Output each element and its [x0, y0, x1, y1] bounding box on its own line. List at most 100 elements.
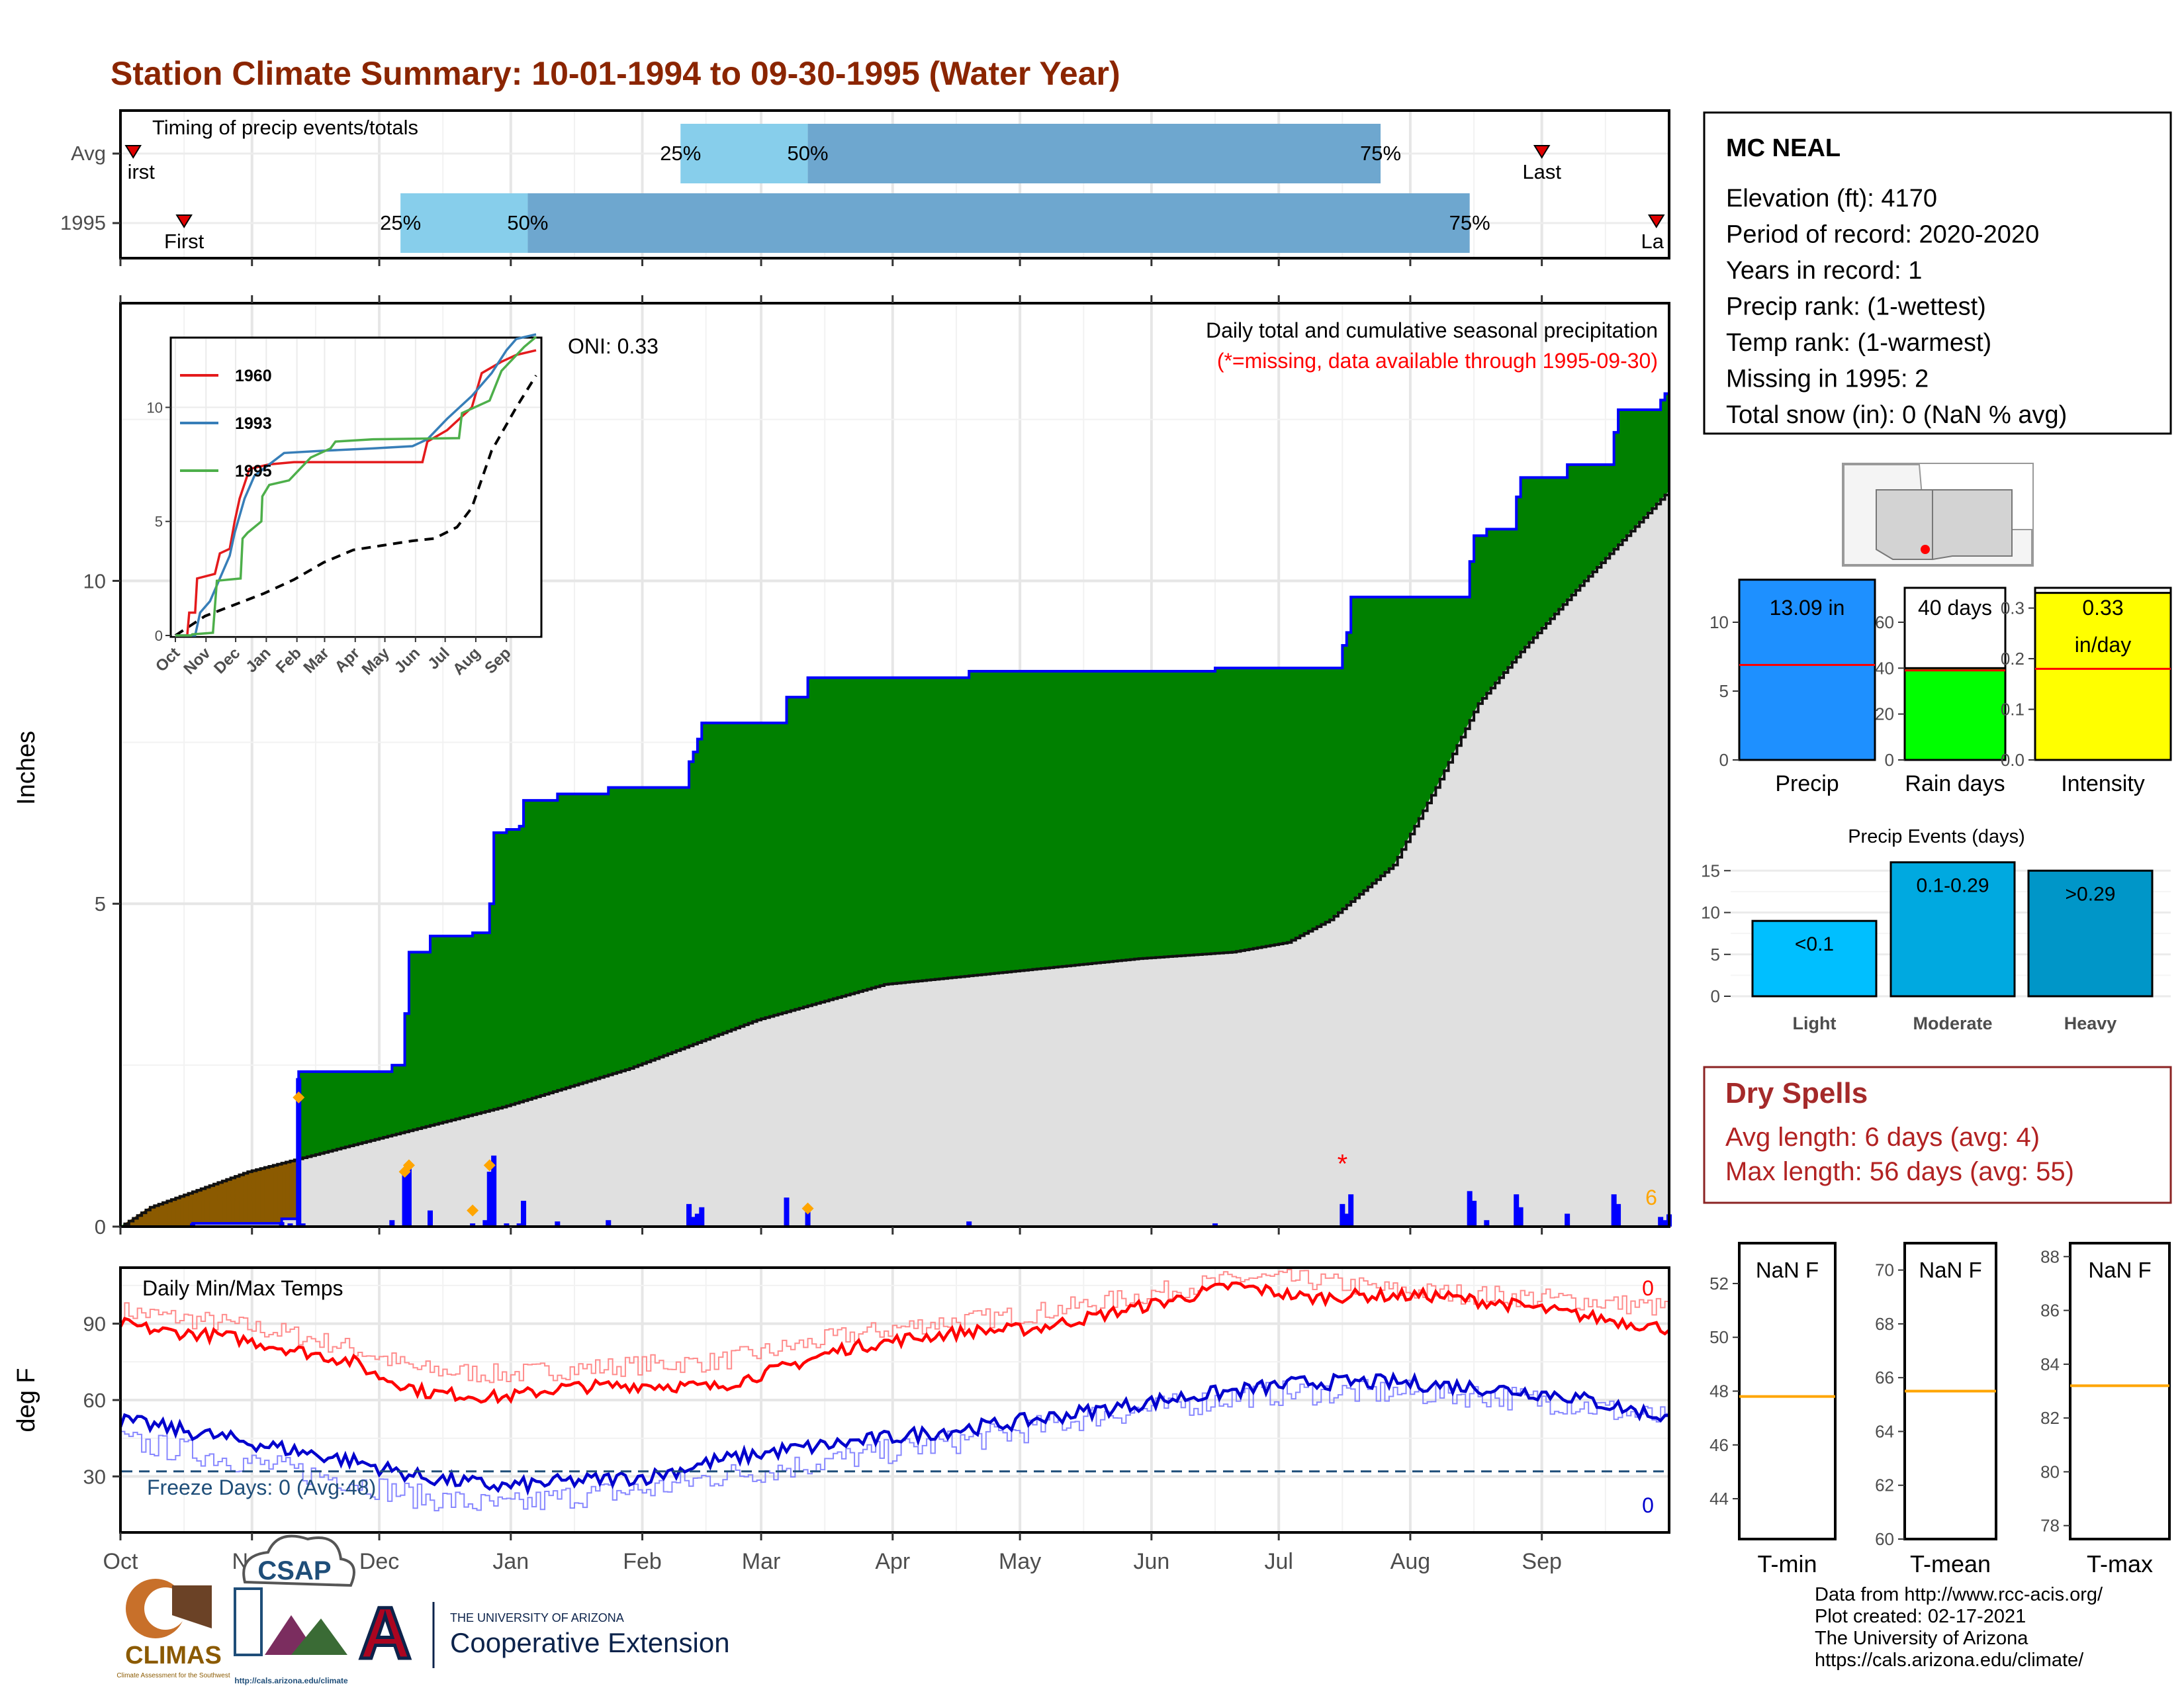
max-temp-line [118, 1281, 1670, 1405]
footer: CLIMAS Climate Assessment for the Southw… [116, 1534, 2103, 1685]
temp-panel: Daily Min/Max Temps 0 0 Freeze Days: 0 (… [13, 1266, 1670, 1574]
climas-logo: CLIMAS Climate Assessment for the Southw… [116, 1579, 230, 1679]
timing-p75-label: 75% [1449, 211, 1490, 234]
station-info-line: Years in record: 1 [1726, 257, 1922, 285]
daily-precip-bar [686, 1203, 692, 1227]
temp-box-y-tick-label: 62 [1875, 1476, 1894, 1495]
missing-data-marker: * [1338, 1149, 1348, 1178]
precip-y-tick-label: 5 [95, 892, 106, 915]
precip-events-title: Precip Events (days) [1848, 826, 2025, 847]
temp-box-y-tick-label: 68 [1875, 1314, 1894, 1334]
dry-spells-avg: Avg length: 6 days (avg: 4) [1725, 1123, 2040, 1152]
temp-box-y-tick-label: 86 [2040, 1301, 2060, 1321]
precip-y-tick-label: 0 [95, 1215, 106, 1239]
temp-box-y-tick-label: 60 [1875, 1529, 1894, 1549]
station-info-line: Missing in 1995: 2 [1726, 365, 1929, 393]
timing-panel-title: Timing of precip events/totals [152, 116, 418, 139]
daily-precip-bar [402, 1174, 408, 1227]
daily-precip-bar [690, 1217, 696, 1227]
total-value-sublabel: in/day [2075, 633, 2131, 657]
daily-precip-bar [300, 1223, 306, 1227]
average-cumulative-line [120, 490, 1670, 1228]
source-line: Plot created: 02-17-2021 [1815, 1606, 2026, 1627]
total-y-tick-label: 0.3 [2001, 598, 2025, 618]
station-info-line: Period of record: 2020-2020 [1726, 221, 2039, 249]
average-cumulative-area [120, 490, 1669, 1227]
total-bar-Intensity [2034, 592, 2172, 761]
daily-precip-bar [428, 1210, 433, 1227]
precip-y-tick-label: 10 [83, 569, 106, 592]
daily-precip-bar [189, 1223, 195, 1227]
inset-legend-label: 1993 [235, 414, 272, 433]
daily-precip-bar [389, 1220, 395, 1227]
last-event-label: Last [1522, 160, 1561, 183]
station-info-line: Elevation (ft): 4170 [1726, 185, 1937, 212]
total-value-label: 0.33 [2082, 596, 2123, 620]
inset-legend-label: 1995 [235, 462, 272, 481]
events-y-tick-label: 15 [1701, 861, 1720, 880]
flagged-day-marker [483, 1159, 496, 1172]
month-tick-label: Oct [103, 1549, 138, 1574]
timing-row-label: Avg [71, 142, 106, 165]
total-y-tick-label: 40 [1875, 658, 1894, 678]
daily-precip-bar [699, 1207, 705, 1227]
total-y-tick-label: 10 [1709, 612, 1729, 632]
dry-spells-max: Max length: 56 days (avg: 55) [1725, 1157, 2074, 1186]
cumulative-inset: 1960199319950510OctNovDecJanFebMarAprMay… [147, 333, 543, 679]
daily-precip-bar [555, 1221, 561, 1227]
total-category-label: Intensity [2061, 771, 2145, 796]
location-map [1842, 463, 2034, 567]
ua-name: THE UNIVERSITY OF ARIZONA [450, 1611, 624, 1624]
daily-precip-bar [504, 1223, 510, 1227]
temp-y-tick-label: 90 [83, 1313, 106, 1336]
temp-box-y-tick-label: 66 [1875, 1368, 1894, 1387]
source-line: https://cals.arizona.edu/climate/ [1815, 1650, 2084, 1671]
dry-spells-panel: Dry Spells Avg length: 6 days (avg: 4) M… [1703, 1066, 2172, 1204]
daily-precip-bar [966, 1221, 972, 1227]
temp-box-y-tick-label: 64 [1875, 1421, 1894, 1441]
daily-precip-bar [1565, 1213, 1570, 1227]
min-temp-line [118, 1371, 1670, 1496]
temp-box-y-tick-label: 48 [1709, 1382, 1729, 1401]
daily-precip-bar [482, 1220, 488, 1227]
daily-precip-bar [1484, 1220, 1490, 1227]
temp-box-frame [2069, 1242, 2171, 1540]
cumulative-1995-line [120, 381, 1670, 1228]
month-tick-label: Dec [359, 1549, 399, 1574]
timing-p50-label: 50% [507, 211, 548, 234]
timing-p50-label: 50% [788, 142, 829, 165]
event-category-label: Light [1793, 1013, 1837, 1033]
total-category-label: Precip [1775, 771, 1839, 796]
total-y-tick-label: 20 [1875, 704, 1894, 724]
dry-spells-title: Dry Spells [1725, 1077, 1868, 1109]
precip-count-label: 6 [1645, 1186, 1657, 1209]
daily-precip-bar [1514, 1194, 1520, 1227]
station-info-line: Temp rank: (1-warmest) [1726, 329, 1991, 357]
daily-precip-bar [287, 1223, 293, 1227]
climas-wordmark: CLIMAS [125, 1642, 222, 1669]
precip-missing-note: (*=missing, data available through 1995-… [1217, 349, 1658, 373]
timing-p25-label: 25% [660, 142, 701, 165]
daily-precip-bar [516, 1223, 522, 1227]
station-info-line: Total snow (in): 0 (NaN % avg) [1726, 401, 2067, 429]
total-value-label: 40 days [1918, 596, 1992, 620]
temp-box-value-label: NaN F [2088, 1258, 2151, 1282]
temp-box-category-label: T-min [1758, 1550, 1817, 1577]
temp-box-y-tick-label: 50 [1709, 1327, 1729, 1347]
daily-precip-bar [406, 1165, 412, 1227]
min-threshold-count: 0 [1642, 1493, 1654, 1517]
event-category-label: Moderate [1913, 1013, 1992, 1033]
inset-y-tick-label: 10 [147, 399, 163, 416]
daily-precip-bar [1348, 1194, 1354, 1227]
precip-y-label: Inches [13, 731, 40, 805]
daily-precip-bar [805, 1208, 811, 1227]
daily-precip-bar [491, 1155, 497, 1227]
source-line: Data from http://www.rcc-acis.org/ [1815, 1584, 2103, 1605]
flagged-day-marker [801, 1202, 814, 1215]
station-info: MC NEAL Elevation (ft): 4170 Period of re… [1703, 111, 2172, 435]
max-threshold-count: 0 [1642, 1276, 1654, 1300]
flagged-day-marker [402, 1159, 415, 1172]
csap-logo: CSAP http://cals.arizona.edu/climate [234, 1534, 355, 1685]
page-title: Station Climate Summary: 10-01-1994 to 0… [111, 55, 1120, 92]
